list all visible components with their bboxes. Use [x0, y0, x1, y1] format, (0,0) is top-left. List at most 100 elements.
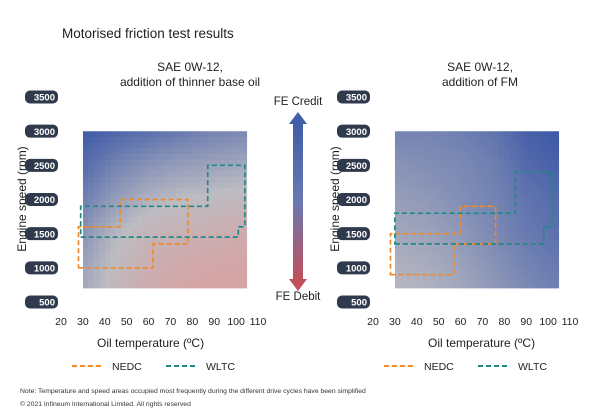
right-heatmap-cell — [416, 233, 423, 240]
left-y-tick-pill — [25, 295, 58, 309]
right-heatmap-cell — [405, 210, 412, 218]
right-heatmap-cell — [493, 281, 500, 286]
left-heatmap-cell — [230, 278, 237, 283]
right-heatmap-cell — [548, 281, 555, 286]
right-heatmap-cell — [422, 210, 429, 218]
right-heatmap-cell — [471, 274, 478, 279]
left-heatmap-cell — [186, 271, 193, 276]
right-heatmap-cell — [411, 131, 418, 138]
right-heatmap-cell — [520, 267, 527, 272]
right-heatmap-cell — [411, 205, 418, 212]
left-heatmap-cell — [230, 271, 237, 276]
left-heatmap-cell — [126, 278, 133, 283]
left-heatmap-cell — [88, 171, 95, 178]
right-heatmap-cell — [537, 193, 544, 201]
left-heatmap-cell — [88, 136, 95, 144]
left-heatmap-cell — [186, 281, 193, 286]
left-heatmap-cell — [181, 250, 188, 258]
left-heatmap-cell — [148, 176, 155, 184]
right-heatmap-cell — [509, 210, 516, 218]
left-heatmap-cell — [126, 165, 133, 172]
right-heatmap-cell — [405, 182, 412, 189]
left-heatmap-cell — [132, 205, 139, 212]
right-heatmap-cell — [526, 131, 533, 138]
right-heatmap-cell — [422, 233, 429, 240]
right-heatmap-cell — [482, 142, 489, 149]
left-heatmap-cell — [137, 267, 144, 272]
right-heatmap-cell — [455, 148, 462, 155]
left-heatmap-cell — [148, 233, 155, 240]
left-heatmap-cell — [143, 281, 150, 286]
left-y-tick-label: 3500 — [34, 93, 55, 104]
left-heatmap-cell — [225, 171, 232, 178]
left-heatmap-cell — [230, 159, 237, 166]
right-heatmap-cell — [449, 216, 456, 223]
left-heatmap-cell — [121, 210, 128, 218]
right-heatmap-cell — [504, 182, 511, 189]
left-heatmap-cell — [197, 148, 204, 155]
left-heatmap-cell — [88, 216, 95, 223]
left-heatmap-cell — [170, 245, 177, 252]
left-heatmap-cell — [115, 256, 122, 263]
left-heatmap-cell — [186, 199, 193, 206]
left-heatmap-cell — [159, 165, 166, 172]
left-heatmap-cell — [132, 142, 139, 149]
left-heatmap-cell — [236, 171, 243, 178]
left-heatmap-cell — [214, 176, 221, 184]
left-heatmap-cell — [208, 284, 215, 289]
right-heatmap-cell — [438, 171, 445, 178]
right-heatmap-cell — [482, 271, 489, 276]
right-heatmap-cell — [493, 148, 500, 155]
left-heatmap-cell — [126, 182, 133, 189]
right-heatmap-cell — [515, 262, 522, 269]
right-heatmap-cell — [542, 262, 549, 269]
left-heatmap-cell — [99, 256, 106, 263]
right-heatmap-cell — [411, 148, 418, 155]
right-heatmap-cell — [433, 250, 440, 258]
right-heatmap-cell — [515, 210, 522, 218]
left-heatmap-cell — [82, 176, 89, 184]
left-heatmap-cell — [230, 256, 237, 263]
left-heatmap-cell — [143, 159, 150, 166]
left-heatmap-cell — [181, 171, 188, 178]
left-heatmap-cell — [197, 153, 204, 161]
left-heatmap-cell — [82, 148, 89, 155]
left-heatmap-cell — [143, 262, 150, 269]
left-heatmap-cell — [148, 142, 155, 149]
left-heatmap-cell — [143, 250, 150, 258]
left-heatmap-cell — [186, 284, 193, 289]
right-heatmap-cell — [537, 131, 544, 138]
left-heatmap-cell — [208, 250, 215, 258]
right-heatmap-cell — [400, 131, 407, 138]
right-heatmap-cell — [526, 176, 533, 184]
left-heatmap-cell — [203, 199, 210, 206]
left-heatmap-cell — [143, 210, 150, 218]
right-heatmap-cell — [498, 148, 505, 155]
left-heatmap-cell — [175, 256, 182, 263]
left-heatmap-cell — [164, 165, 172, 172]
left-heatmap-cell — [230, 216, 237, 223]
left-heatmap-cell — [214, 216, 221, 223]
right-heatmap-cell — [427, 227, 434, 235]
right-heatmap-cell — [400, 142, 407, 149]
right-heatmap-cell — [487, 284, 494, 289]
left-heatmap-cell — [148, 171, 155, 178]
right-heatmap-cell — [444, 262, 451, 269]
left-heatmap-cell — [170, 281, 177, 286]
right-heatmap-cell — [531, 182, 538, 189]
left-heatmap-cell — [230, 227, 237, 235]
left-heatmap-cell — [236, 182, 243, 189]
right-heatmap-cell — [498, 250, 505, 258]
left-y-tick-pill — [25, 158, 58, 172]
right-heatmap-cell — [531, 233, 538, 240]
left-heatmap-cell — [132, 210, 139, 218]
left-heatmap-cell — [214, 256, 221, 263]
right-heatmap-cell — [553, 267, 560, 272]
left-heatmap-cell — [214, 136, 221, 144]
left-heatmap-cell — [154, 171, 161, 178]
left-heatmap-cell — [110, 262, 117, 269]
right-heatmap-cell — [400, 153, 407, 161]
left-heatmap-cell — [137, 245, 144, 252]
page-title: Motorised friction test results — [62, 26, 234, 41]
left-y-tick-pill — [25, 227, 58, 241]
